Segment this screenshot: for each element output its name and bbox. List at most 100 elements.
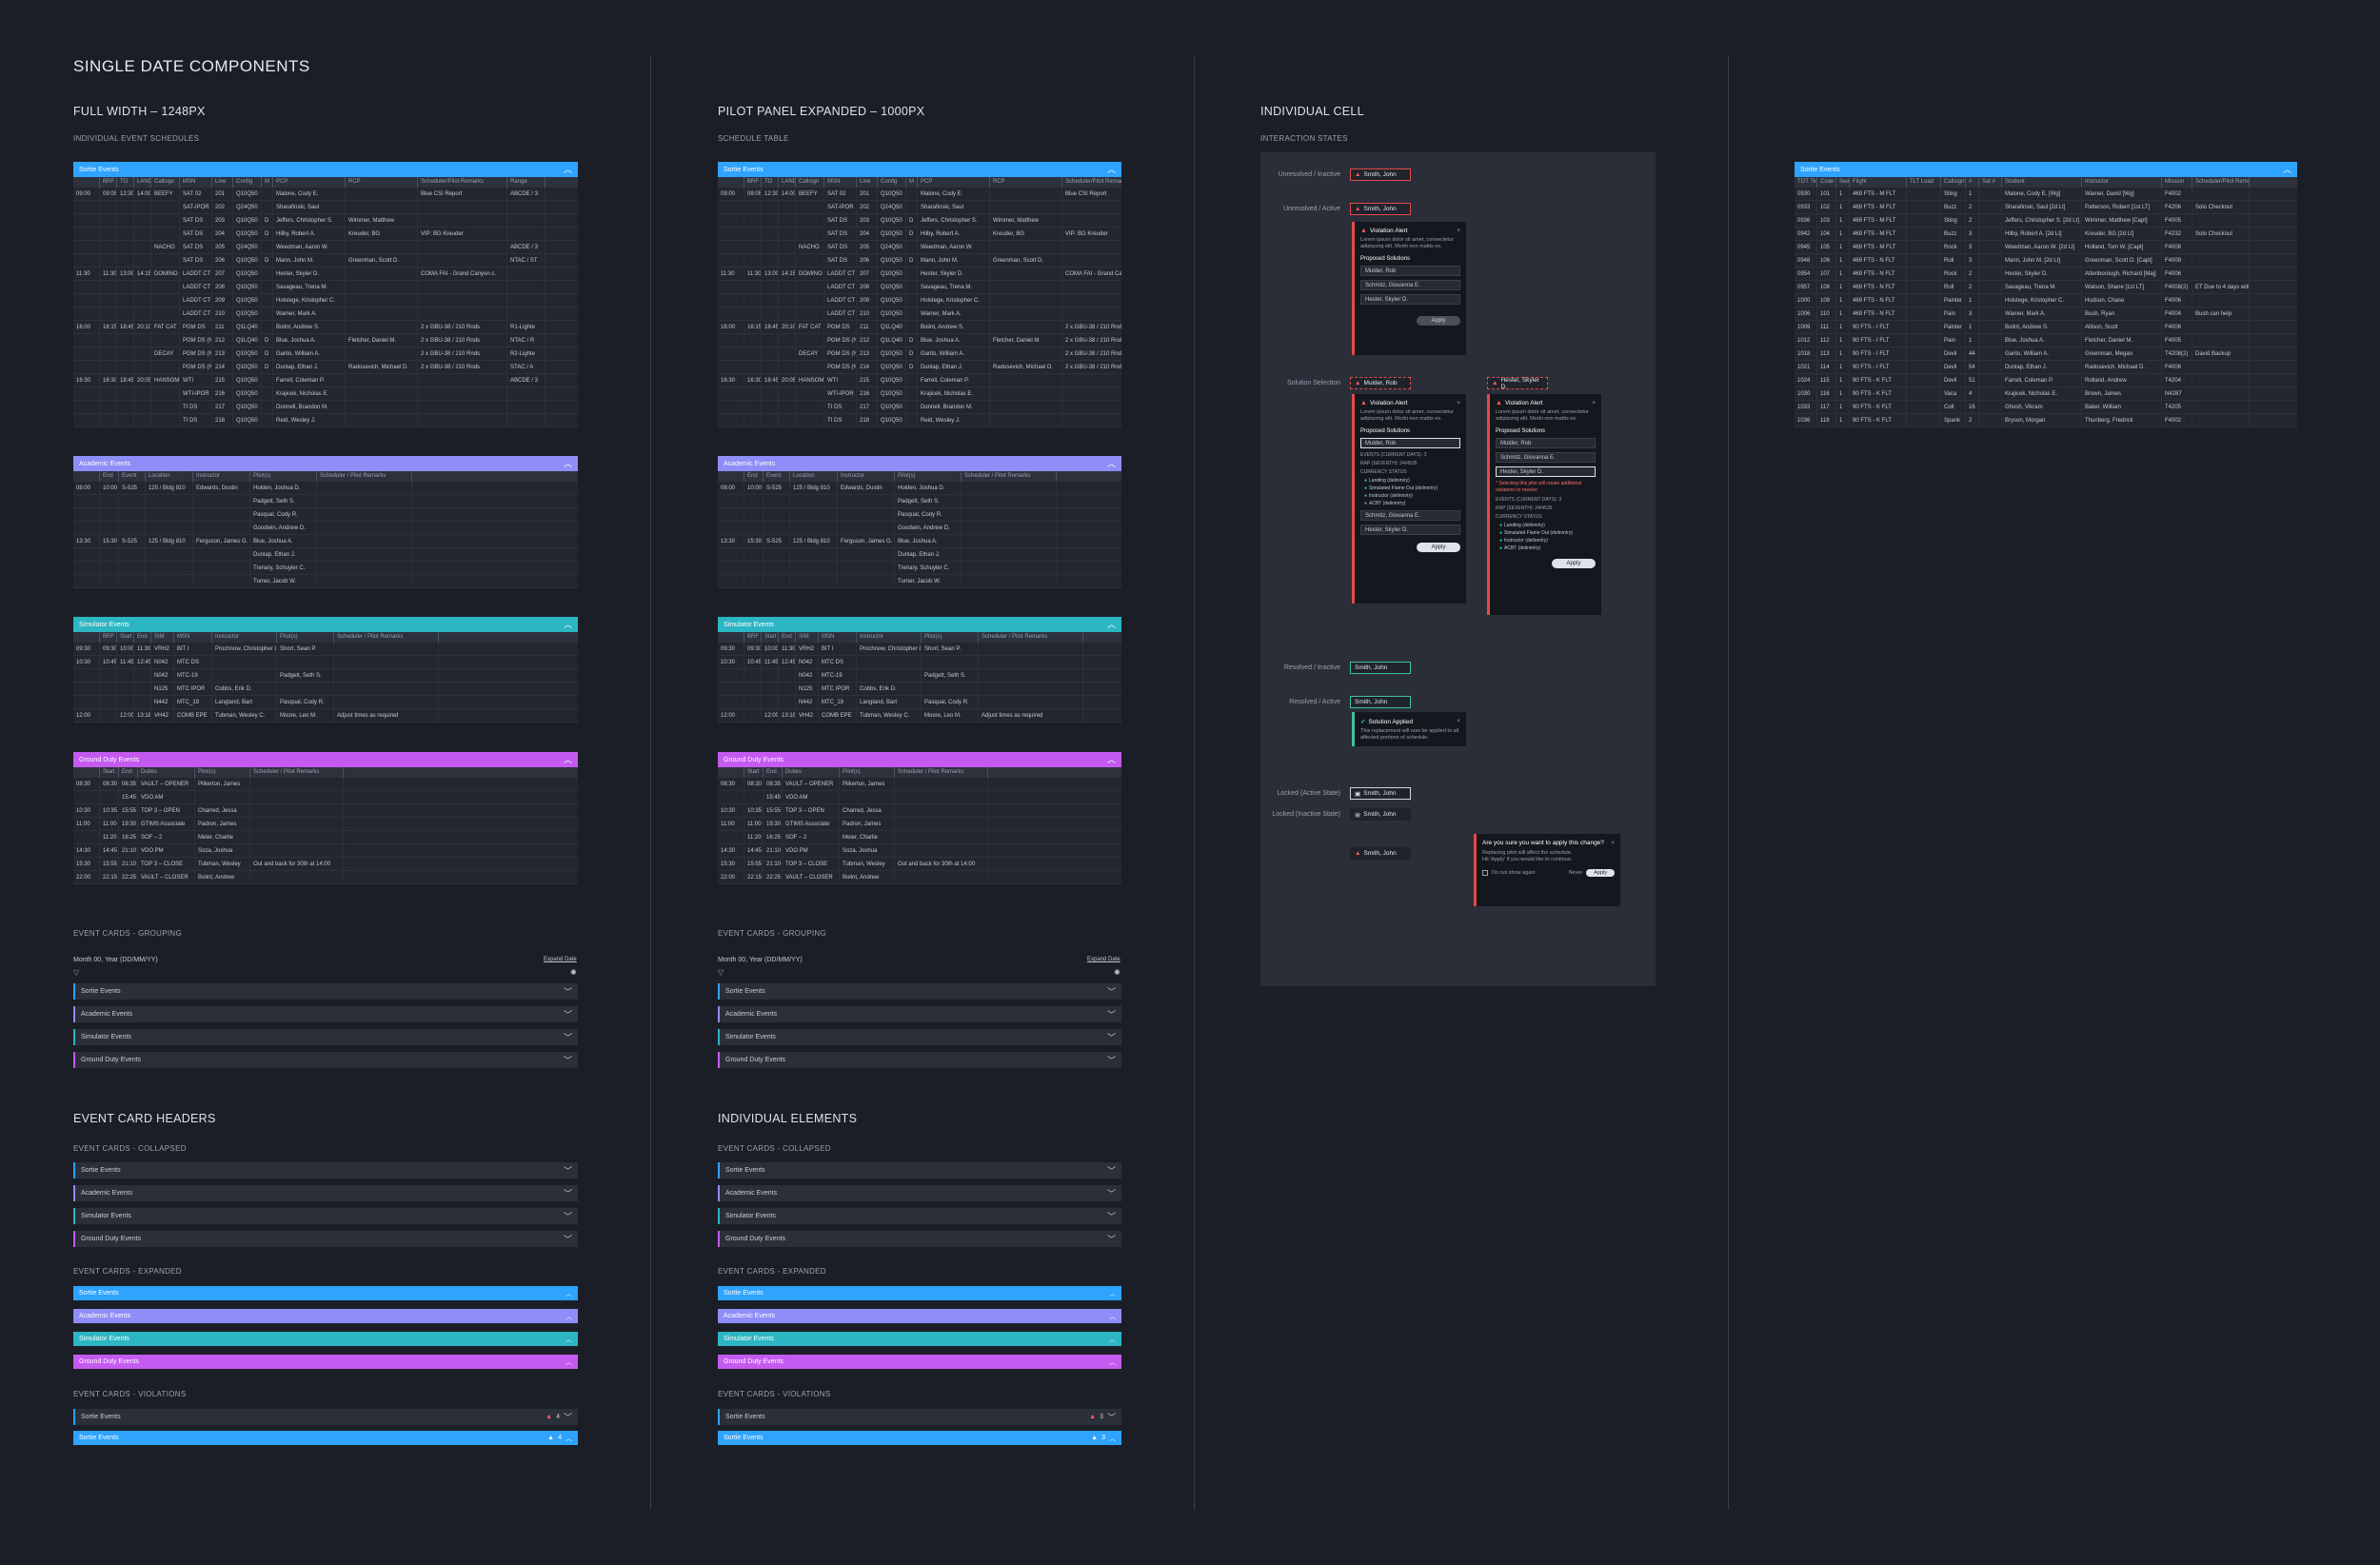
table-row[interactable]: 09:00 09:05 12:30 14:00 BEEFY SAT 02 201 Q10Q50… (73, 188, 578, 201)
table-row[interactable]: PGM DS (N) 212 Q1LQ40 D Blue, Joshua A. Fletc… (718, 334, 1121, 347)
table-row[interactable]: 1030 116 1 90 FTS - K FLT Vaca 4 Krajicek, Nic… (1795, 387, 2297, 401)
chevron-down-icon[interactable]: ﹀ (563, 1413, 572, 1422)
table-row[interactable]: Trenary, Schuyler C. (718, 562, 1121, 575)
chevron-up-icon[interactable]: ︿ (1109, 1358, 1116, 1366)
chevron-up-icon[interactable]: ︿ (563, 619, 572, 629)
table-row[interactable]: LADDT CT 209 Q10Q50 Holstege, Kristopher C. (718, 294, 1121, 307)
table-row[interactable]: 15:30 15:55 21:10 TOP 3 – CLOSE Tubman, Wesl… (718, 858, 1121, 871)
column-header[interactable]: Scheduler / Pilot Remarks (979, 632, 1083, 643)
gear-icon[interactable]: ✺ (570, 968, 577, 977)
event-card-collapsed[interactable]: Academic Events ﹀ (73, 1006, 578, 1022)
table-row[interactable]: Goodwin, Andrew D. (73, 522, 578, 535)
column-header[interactable]: Scheduler / Pilot Remarks (317, 471, 412, 482)
solution-option-selected[interactable]: Hester, Skyler D. (1496, 466, 1596, 477)
column-header[interactable]: Flight (1850, 177, 1907, 188)
table-row[interactable]: 15:45 VDO AM (718, 791, 1121, 804)
event-card-expanded[interactable]: Sortie Events ︿ (718, 1286, 1121, 1300)
chevron-down-icon[interactable]: ﹀ (1106, 987, 1116, 997)
table-row[interactable]: 0948 106 1 469 FTS - N FLT Roll 3 Mann, John M… (1795, 254, 2297, 267)
close-icon[interactable]: × (1457, 400, 1460, 406)
chevron-up-icon[interactable]: ︿ (1109, 1435, 1116, 1442)
column-header[interactable]: LAND (779, 177, 796, 188)
column-header[interactable]: Mission (2162, 177, 2192, 188)
column-header[interactable]: Callsign (1941, 177, 1966, 188)
chevron-down-icon[interactable]: ﹀ (563, 1235, 572, 1244)
column-header[interactable]: Instructor (838, 471, 895, 482)
table-row[interactable]: SAT DS 204 Q10Q50 D Hilby, Robert A. Kreuder,… (73, 228, 578, 241)
column-header[interactable]: SIM (796, 632, 819, 643)
column-header[interactable]: MSN (819, 632, 857, 643)
column-header[interactable]: Scheduler / Pilot Remarks (334, 632, 439, 643)
table-row[interactable]: 0930 101 1 469 FTS - M FLT Sting 1 Malone, Cod… (1795, 188, 2297, 201)
chevron-up-icon[interactable]: ︿ (565, 1336, 572, 1343)
table-row[interactable]: 12:00 12:00 13:18 VH42 COMB EPE Tubman, Wesle… (718, 709, 1121, 723)
event-card-expanded[interactable]: Ground Duty Events ︿ (718, 1355, 1121, 1369)
column-header[interactable]: End (100, 471, 119, 482)
column-header[interactable]: TO (762, 177, 779, 188)
table-row[interactable]: N125 MTC IPOR Cobbs, Erik D. (718, 683, 1121, 696)
event-card-header[interactable]: Academic Events ︿ (73, 456, 578, 471)
table-row[interactable]: 15:45 VDO AM (73, 791, 578, 804)
column-header[interactable]: Callsign (796, 177, 824, 188)
event-card-header[interactable]: Ground Duty Events ︿ (73, 752, 578, 767)
column-header[interactable]: Pilot(s) (277, 632, 334, 643)
solution-option-selected[interactable]: Mulder, Rob (1360, 438, 1460, 448)
chevron-down-icon[interactable]: ﹀ (563, 1033, 572, 1042)
event-card-collapsed[interactable]: Simulator Events ﹀ (73, 1029, 578, 1045)
table-row[interactable]: SAT DS 204 Q10Q50 D Hilby, Robert A. Kreuder,… (718, 228, 1121, 241)
chevron-down-icon[interactable]: ﹀ (563, 1166, 572, 1176)
column-header[interactable]: Start (762, 632, 779, 643)
column-header[interactable]: MSN (174, 632, 212, 643)
chevron-down-icon[interactable]: ﹀ (563, 1212, 572, 1221)
column-header[interactable]: Scheduler/Pilot Remarks (2192, 177, 2250, 188)
chevron-down-icon[interactable]: ﹀ (1106, 1189, 1116, 1199)
solution-option[interactable]: Mulder, Rob (1496, 438, 1596, 448)
checkbox[interactable] (1482, 870, 1488, 876)
close-icon[interactable]: × (1611, 840, 1615, 846)
column-header[interactable]: Instructor (193, 471, 250, 482)
event-card-collapsed[interactable]: Sortie Events ﹀ (718, 983, 1121, 1000)
table-row[interactable]: 14:30 14:45 21:10 VDO PM Soza, Joshua (718, 844, 1121, 858)
column-header[interactable] (73, 471, 100, 482)
event-card-collapsed[interactable]: Sortie Events ﹀ (73, 1162, 578, 1179)
column-header[interactable]: MSN (180, 177, 212, 188)
column-header[interactable]: Pilot(s) (895, 471, 962, 482)
event-card-collapsed[interactable]: Ground Duty Events ﹀ (73, 1231, 578, 1247)
table-row[interactable]: 1018 113 1 90 FTS - I FLT Devil 44 Garito, Wil… (1795, 347, 2297, 361)
solution-option[interactable]: Schmitz, Giovanna E. (1360, 510, 1460, 521)
table-row[interactable]: SAT DS 203 Q10Q50 D Jeffers, Christopher S. W… (73, 214, 578, 228)
pilot-cell[interactable]: Smith, John (1350, 662, 1411, 674)
column-header[interactable]: Line (857, 177, 878, 188)
event-card-collapsed[interactable]: Academic Events ﹀ (718, 1006, 1121, 1022)
column-header[interactable]: Callsign (151, 177, 180, 188)
table-row[interactable]: 1024 115 1 90 FTS - K FLT Devil 51 Farrell, Co… (1795, 374, 2297, 387)
table-row[interactable]: TI DS 218 Q10Q50 Reid, Wesley J. (718, 414, 1121, 427)
column-header[interactable]: Duties (783, 767, 840, 778)
table-row[interactable]: SAT DS 206 Q10Q50 D Mann, John M. Greenman, S… (718, 254, 1121, 267)
table-row[interactable]: SAT DS 206 Q10Q50 D Mann, John M. Greenman, S… (73, 254, 578, 267)
cancel-button[interactable]: Never (1568, 870, 1583, 876)
table-row[interactable]: 08:00 10:00 S-525 125 / Bldg 810 Edwards, Du… (73, 482, 578, 495)
column-header[interactable] (718, 632, 744, 643)
column-header[interactable]: End (764, 767, 783, 778)
pilot-cell[interactable]: ▲ Hester, Skyler D. (1487, 377, 1548, 390)
chevron-up-icon[interactable]: ︿ (2282, 164, 2291, 174)
chevron-up-icon[interactable]: ︿ (563, 164, 572, 174)
table-row[interactable]: N125 MTC IPOR Cobbs, Erik D. (73, 683, 578, 696)
column-header[interactable]: Start (744, 767, 764, 778)
column-header[interactable]: Start (117, 632, 134, 643)
close-icon[interactable]: × (1457, 228, 1460, 234)
event-card-violation-expanded[interactable]: Sortie Events ▲ 3 ︿ (718, 1431, 1121, 1445)
table-row[interactable]: Dunlap, Ethan J. (718, 548, 1121, 562)
chevron-down-icon[interactable]: ﹀ (1106, 1235, 1116, 1244)
pilot-cell[interactable]: ▲ Smith, John (1350, 847, 1411, 860)
event-card-violation-collapsed[interactable]: Sortie Events ▲ 3 ﹀ (718, 1409, 1121, 1425)
table-row[interactable]: 11:00 11:00 19:30 GTIMS Associate Padron, Ja… (718, 818, 1121, 831)
table-row[interactable]: 11:30 11:30 13:00 14:15 DOMINO LADDT CT 207 Q10… (718, 267, 1121, 281)
table-row[interactable]: 1036 118 1 90 FTS - K FLT Spank 2 Bryson, Morg… (1795, 414, 2297, 427)
apply-button[interactable]: Apply (1552, 559, 1596, 568)
table-row[interactable]: LADDT CT 208 Q10Q50 Savageau, Trena M. (73, 281, 578, 294)
apply-button[interactable]: Apply (1417, 543, 1460, 552)
event-card-collapsed[interactable]: Ground Duty Events ﹀ (718, 1052, 1121, 1068)
table-row[interactable]: Turner, Jacob W. (73, 575, 578, 588)
